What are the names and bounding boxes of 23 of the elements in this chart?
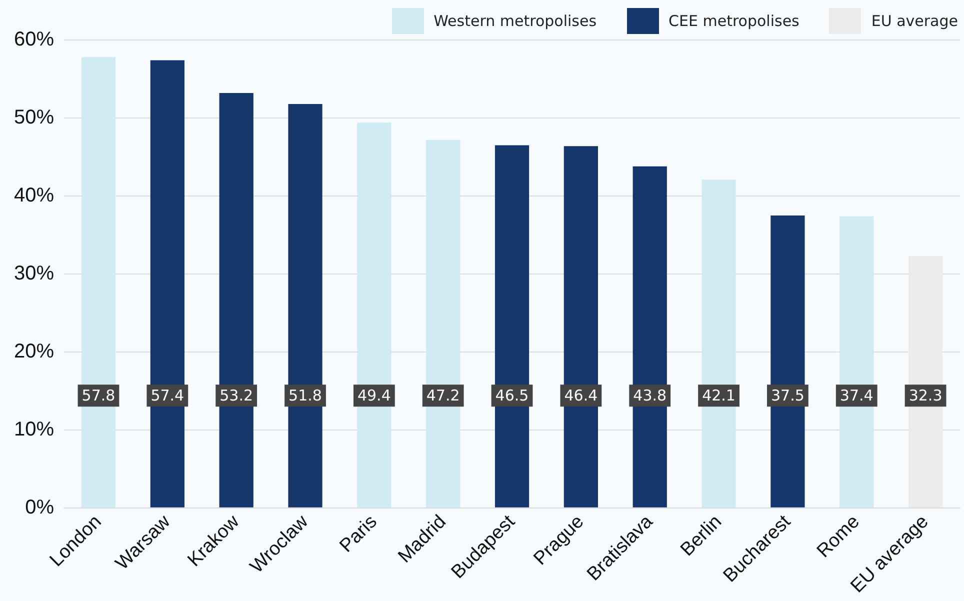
y-tick-label: 50% [14,106,54,129]
data-label: 51.8 [288,386,322,405]
y-tick-label: 20% [14,340,54,362]
data-label: 37.5 [770,386,804,405]
legend-label: EU average [871,12,958,30]
y-tick-label: 30% [14,262,54,284]
y-tick-label: 40% [14,184,54,206]
y-tick-label: 0% [25,496,54,518]
data-label: 46.5 [495,386,529,405]
y-tick-label: 60% [14,28,54,51]
data-label: 57.8 [82,386,116,405]
data-label: 57.4 [150,386,184,405]
y-tick-label: 10% [14,418,54,440]
data-label: 32.3 [908,386,942,405]
data-label: 43.8 [633,386,667,405]
data-label: 37.4 [840,386,874,405]
legend-label: CEE metropolises [668,12,800,30]
legend-label: Western metropolises [434,12,597,30]
data-label: 46.4 [564,386,598,405]
data-label: 42.1 [702,386,736,405]
data-label: 49.4 [357,386,391,405]
data-label: 47.2 [426,386,460,405]
data-label: 53.2 [220,386,254,405]
